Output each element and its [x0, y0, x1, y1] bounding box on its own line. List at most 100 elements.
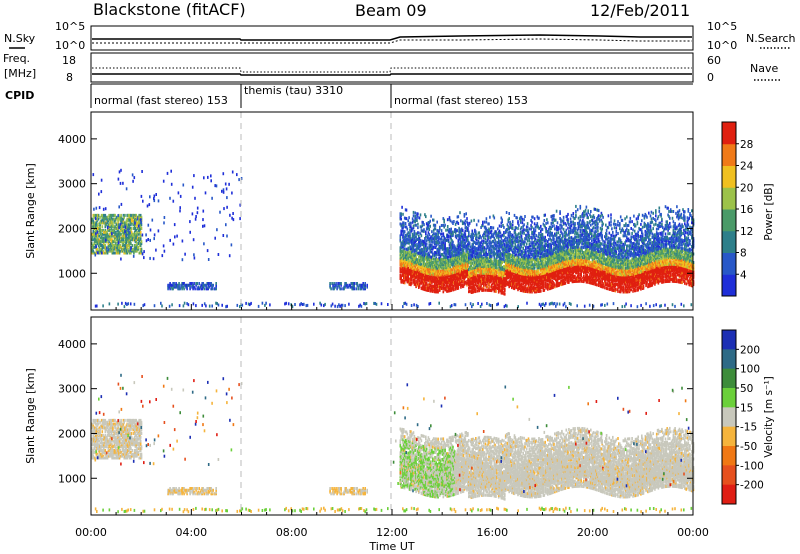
power-cell — [193, 253, 195, 256]
power-cell — [409, 234, 411, 237]
power-cell — [231, 192, 233, 195]
power-cell — [105, 207, 107, 210]
power-cell — [120, 214, 122, 217]
power-cell — [269, 303, 271, 306]
power-cell — [406, 209, 408, 212]
power-cell — [486, 302, 488, 305]
power-cell — [418, 232, 420, 235]
power-cell — [441, 229, 443, 232]
power-cell — [340, 282, 342, 285]
power-cell — [188, 303, 190, 306]
power-cell — [119, 170, 121, 173]
power-cell — [158, 229, 160, 232]
power-cell — [415, 224, 417, 227]
power-cell — [96, 207, 98, 210]
power-cell — [207, 249, 209, 252]
power-cell — [120, 182, 122, 185]
power-cell — [432, 241, 434, 244]
power-cell — [138, 225, 140, 228]
power-cell — [124, 230, 126, 233]
power-cell — [126, 187, 128, 190]
power-cell — [228, 183, 230, 186]
power-cell — [103, 214, 105, 217]
power-cell — [163, 244, 165, 247]
power-cell — [127, 229, 129, 232]
power-cell — [176, 235, 178, 238]
power-cell — [414, 230, 416, 233]
power-cell — [142, 200, 144, 203]
power-cell — [114, 252, 116, 255]
power-cell — [120, 169, 122, 172]
power-cell — [435, 224, 437, 227]
power-cell — [225, 183, 227, 186]
power-cell — [102, 304, 104, 307]
cpid-segment-2: themis (tau) 3310 — [244, 84, 343, 97]
power-cell — [131, 227, 133, 230]
power-cell — [407, 228, 409, 231]
cpid-segment-3: normal (fast stereo) 153 — [394, 94, 528, 107]
power-cell — [674, 305, 676, 308]
power-cell — [192, 186, 194, 189]
power-cell — [98, 218, 100, 221]
power-cell — [214, 237, 216, 240]
power-cell — [226, 187, 228, 190]
power-cell — [118, 223, 120, 226]
power-cell — [691, 303, 693, 306]
power-cell — [433, 219, 435, 222]
power-cell — [183, 304, 185, 307]
power-cell — [210, 179, 212, 182]
power-cell — [141, 240, 143, 243]
power-cell — [239, 217, 241, 220]
power-cell — [231, 243, 233, 246]
power-cell — [236, 173, 238, 176]
power-cell — [559, 303, 561, 306]
power-cell — [154, 195, 156, 198]
freq-trace — [92, 74, 692, 75]
station-title: Blackstone (fitACF) — [93, 0, 246, 19]
freq-panel: Freq. [MHz] 18 8 60 0 Nave — [3, 52, 780, 84]
power-cell — [108, 223, 110, 226]
power-cell — [194, 257, 196, 260]
power-cell — [122, 182, 124, 185]
power-cell — [167, 172, 169, 175]
power-cell — [134, 303, 136, 306]
power-cell — [178, 282, 180, 285]
power-cell — [134, 222, 136, 225]
power-cell — [443, 219, 445, 222]
power-cell — [95, 232, 97, 235]
power-cell — [129, 231, 131, 234]
power-cell — [450, 219, 452, 222]
power-cell — [465, 303, 467, 306]
power-cell — [95, 217, 97, 220]
power-cell — [415, 280, 417, 283]
power-cell — [114, 214, 116, 217]
power-cell — [470, 302, 472, 305]
power-cell — [404, 247, 406, 250]
power-cell — [435, 227, 437, 230]
power-cell — [433, 246, 435, 249]
power-cell — [136, 242, 138, 245]
power-cell — [111, 232, 113, 235]
power-cell — [178, 191, 180, 194]
power-cell — [198, 282, 200, 285]
power-cell — [132, 233, 134, 236]
power-cell — [193, 238, 195, 241]
power-cell — [153, 197, 155, 200]
power-cell — [148, 224, 150, 227]
power-cell — [413, 303, 415, 306]
power-cell — [313, 303, 315, 306]
power-cell — [93, 214, 95, 217]
power-cell — [223, 234, 225, 237]
power-cell — [429, 233, 431, 236]
power-cell — [209, 305, 211, 308]
power-cell — [589, 304, 591, 307]
power-cell — [163, 180, 165, 183]
power-cell — [649, 305, 651, 308]
power-cell — [414, 252, 416, 255]
power-cell — [556, 302, 558, 305]
power-cell — [376, 303, 378, 306]
power-cell — [120, 233, 122, 236]
power-cell — [101, 179, 103, 182]
power-cell — [410, 222, 412, 225]
power-cell — [141, 248, 143, 251]
